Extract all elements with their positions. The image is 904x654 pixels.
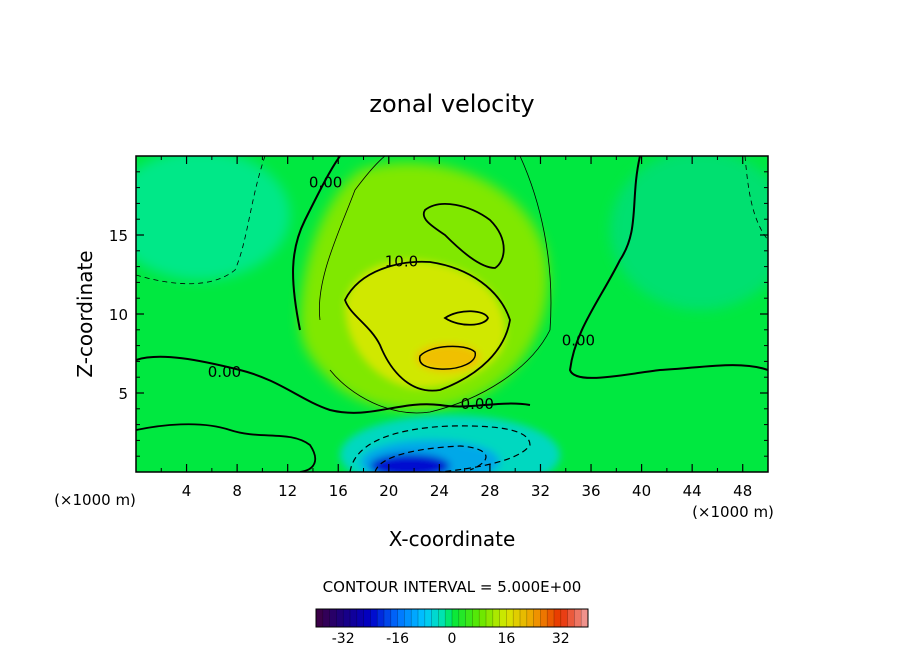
- velocity-field: 0.00 10.0 0.00 0.00 0.00: [136, 156, 768, 472]
- colorbar-swatch: [520, 609, 528, 627]
- colorbar-swatch: [343, 609, 351, 627]
- colorbar-swatch: [438, 609, 446, 627]
- y-tick-label: 5: [118, 385, 128, 403]
- x-axis-label: X-coordinate: [389, 527, 516, 551]
- colorbar-tick-label: 16: [497, 631, 515, 647]
- contour-label: 0.00: [208, 363, 241, 381]
- x-tick-label: 4: [182, 482, 192, 500]
- chart-title: zonal velocity: [369, 90, 534, 118]
- contour-label: 0.00: [461, 395, 494, 413]
- x-tick-label: 12: [278, 482, 297, 500]
- colorbar-swatch: [418, 609, 426, 627]
- zero-contour-upper: [292, 156, 768, 379]
- colorbar-swatch: [322, 609, 331, 627]
- x-tick-label: 24: [430, 482, 449, 500]
- inner-contour-small: [443, 310, 489, 326]
- x-tick-label: 8: [232, 482, 242, 500]
- colorbar-swatch: [567, 609, 575, 627]
- core-contour: [418, 345, 476, 370]
- colorbar-swatch: [499, 609, 507, 627]
- colorbar-swatch: [370, 609, 378, 627]
- x-units-left: (×1000 m): [54, 491, 136, 509]
- jet-core-region: [416, 344, 480, 372]
- colorbar-swatch: [356, 609, 365, 627]
- negative-contour-inner: [374, 445, 487, 472]
- contour-label: 0.00: [562, 332, 595, 350]
- colorbar: -32 -16 0 16 32: [315, 608, 589, 647]
- contour-labels: 0.00 10.0 0.00 0.00 0.00: [208, 174, 595, 413]
- inner-contour-upper: [422, 203, 505, 269]
- y-tick-label: 10: [109, 306, 128, 324]
- x-tick-label: 36: [581, 482, 600, 500]
- colorbar-swatch: [404, 609, 412, 627]
- y-tick-label: 15: [109, 227, 128, 245]
- x-axis: 4 8 12 16 20 24 28 32 36 40 44 48: [160, 156, 752, 500]
- colorbar-swatch: [397, 609, 405, 627]
- colorbar-swatch: [547, 609, 555, 627]
- x-tick-label: 28: [480, 482, 499, 500]
- colorbar-swatch: [479, 609, 487, 627]
- upper-right-region: [610, 156, 768, 310]
- contour-label: 10.0: [385, 253, 418, 271]
- upper-right-dashed: [744, 156, 768, 241]
- x-tick-label: 40: [632, 482, 651, 500]
- colorbar-swatch: [390, 609, 399, 627]
- colorbar-swatch: [363, 609, 371, 627]
- colorbar-swatch: [472, 609, 480, 627]
- colorbar-swatch: [377, 609, 385, 627]
- colorbar-swatch: [384, 609, 392, 627]
- colorbar-swatch: [465, 609, 473, 627]
- x-tick-label: 20: [379, 482, 398, 500]
- negative-core-region: [370, 454, 450, 472]
- colorbar-swatch: [492, 609, 501, 627]
- colorbar-tick-label: 32: [552, 631, 570, 647]
- colorbar-swatch: [329, 609, 337, 627]
- colorbar-swatch: [316, 609, 324, 627]
- x-tick-label: 44: [683, 482, 702, 500]
- colorbar-tick-label: 0: [448, 631, 457, 647]
- colorbar-swatch: [526, 609, 535, 627]
- colorbar-swatch: [574, 609, 582, 627]
- colorbar-swatch: [486, 609, 494, 627]
- colorbar-tick-label: -32: [332, 631, 355, 647]
- colorbar-swatch: [431, 609, 439, 627]
- colorbar-swatch: [533, 609, 541, 627]
- colorbar-swatch: [581, 609, 589, 627]
- ten-contour: [344, 260, 511, 392]
- colorbar-swatch: [350, 609, 358, 627]
- colorbar-swatch: [506, 609, 514, 627]
- colorbar-swatch: [445, 609, 453, 627]
- colorbar-frame: [315, 608, 589, 628]
- colorbar-swatch: [554, 609, 562, 627]
- five-contour: [318, 156, 552, 414]
- colorbar-swatch: [424, 609, 433, 627]
- lower-left-contour: [136, 423, 317, 472]
- x-tick-label: 32: [531, 482, 550, 500]
- x-tick-label: 48: [733, 482, 752, 500]
- x-units-right: (×1000 m): [692, 503, 774, 521]
- zero-contour-lower: [136, 355, 531, 414]
- colorbar-swatch: [540, 609, 548, 627]
- contour-interval: CONTOUR INTERVAL = 5.000E+00: [323, 578, 582, 596]
- colorbar-swatch: [452, 609, 460, 627]
- y-axis-label: Z-coordinate: [73, 250, 97, 377]
- upper-left-region: [136, 156, 290, 280]
- colorbar-swatch: [513, 609, 521, 627]
- colorbar-swatch: [458, 609, 467, 627]
- colorbar-swatch: [560, 609, 569, 627]
- negative-contour-outer: [349, 425, 531, 472]
- colorbar-swatch: [411, 609, 419, 627]
- y-axis: 5 10 15: [109, 171, 768, 457]
- upper-left-dashed: [136, 156, 266, 285]
- x-tick-label: 16: [329, 482, 348, 500]
- contour-label: 0.00: [309, 174, 342, 192]
- colorbar-swatch: [336, 609, 344, 627]
- colorbar-tick-label: -16: [386, 631, 409, 647]
